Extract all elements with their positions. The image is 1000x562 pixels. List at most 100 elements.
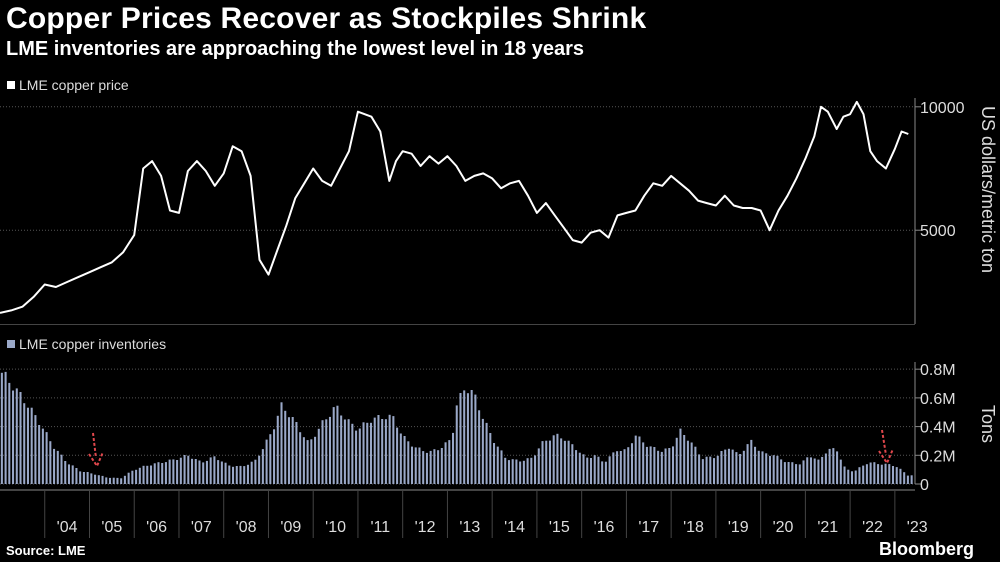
- inventory-bar: [355, 430, 358, 484]
- inventory-bar: [724, 449, 727, 484]
- inventory-bar: [899, 468, 902, 484]
- inventory-bar: [191, 458, 194, 484]
- price-tick-label: 5000: [920, 223, 956, 240]
- inventory-bar: [534, 455, 537, 484]
- inventory-bar: [877, 464, 880, 484]
- inventory-bar: [575, 450, 578, 484]
- inventory-bar: [295, 422, 298, 484]
- inventory-bar: [217, 460, 220, 484]
- price-y-axis: 5000 10000: [914, 98, 965, 324]
- inventory-bar: [750, 439, 753, 484]
- x-tick-label: '21: [817, 519, 838, 536]
- inventory-bar: [306, 440, 309, 484]
- arrow-2023-shaft: [881, 429, 887, 456]
- inventory-bar: [351, 423, 354, 484]
- inventory-bar: [205, 460, 208, 484]
- inventory-bar: [157, 462, 160, 484]
- x-tick-label: '17: [638, 519, 659, 536]
- inventory-bar: [250, 461, 253, 484]
- inventory-bar: [821, 456, 824, 484]
- inventory-bar: [433, 449, 436, 484]
- inventory-bar: [772, 455, 775, 484]
- inventory-bar: [116, 477, 119, 484]
- inventory-bar: [332, 407, 335, 484]
- inventory-bar: [23, 403, 26, 484]
- inventory-bar: [422, 451, 425, 484]
- inventory-bar: [530, 457, 533, 484]
- inventory-bar: [79, 471, 82, 484]
- inventory-bar: [731, 449, 734, 484]
- legend-inventories-swatch: [7, 340, 15, 348]
- inventory-bar: [746, 444, 749, 484]
- inventory-bar: [153, 463, 156, 484]
- legend-inventories-label: LME copper inventories: [19, 336, 167, 352]
- chart-subtitle: LME inventories are approaching the lowe…: [6, 38, 584, 60]
- inventory-bar: [783, 462, 786, 484]
- inventory-bar: [75, 468, 78, 484]
- inventory-bar: [683, 435, 686, 484]
- source-note: Source: LME: [6, 543, 86, 558]
- inventory-bar: [299, 432, 302, 484]
- inventory-bar: [485, 422, 488, 484]
- legend-price-swatch: [7, 81, 15, 89]
- inventory-bar: [243, 466, 246, 484]
- inventory-bar: [466, 393, 469, 484]
- inventory-bar: [149, 465, 153, 484]
- inventory-bar: [813, 458, 816, 484]
- x-tick-label: '08: [236, 519, 257, 536]
- x-tick-label: '14: [504, 519, 525, 536]
- inventory-bar: [362, 422, 365, 484]
- inventory-bar: [865, 464, 868, 484]
- x-axis: '04 '05 '06 '07 '08 '09 '10 '11 '12 '13 '14 '15 '16 '…: [0, 489, 928, 538]
- inventory-bar: [444, 442, 447, 484]
- inventory-bar: [228, 465, 231, 484]
- inventory-bar: [30, 407, 33, 484]
- inventory-bar: [146, 465, 149, 484]
- arrow-2023: [878, 429, 894, 466]
- inventory-bar: [19, 392, 22, 484]
- inventory-bar: [884, 463, 887, 484]
- inventory-bar: [254, 459, 257, 484]
- inventory-bar: [481, 418, 484, 484]
- price-line-series: [0, 100, 909, 314]
- inventory-bar: [839, 459, 842, 484]
- inventory-bar: [366, 422, 369, 484]
- inventory-bar: [873, 462, 876, 484]
- inventory-bar: [291, 417, 294, 484]
- inventory-bar: [45, 432, 48, 484]
- x-tick-label: '22: [862, 519, 883, 536]
- inventory-bar: [56, 450, 59, 484]
- inventory-bar: [847, 469, 850, 484]
- inventory-bar: [765, 453, 768, 484]
- inventory-bar: [284, 410, 287, 484]
- inventory-bar: [90, 473, 93, 484]
- inventory-bar: [850, 471, 854, 484]
- inventory-bar: [582, 454, 585, 484]
- inventory-bar: [713, 458, 716, 484]
- inventory-bar: [694, 446, 697, 484]
- x-tick-label: '04: [57, 519, 78, 536]
- inventory-bar: [463, 390, 466, 484]
- inventory-bar: [302, 437, 305, 484]
- inventory-bar: [384, 419, 387, 484]
- inventory-bar: [720, 451, 723, 484]
- inventory-bar: [705, 456, 708, 484]
- inventory-bar: [377, 415, 380, 484]
- inventory-bar: [623, 449, 626, 484]
- inventory-bar: [232, 466, 235, 484]
- inventory-bar: [910, 475, 913, 484]
- inventory-bar: [645, 446, 648, 484]
- x-tick-label: '11: [370, 519, 390, 536]
- inventory-bar: [161, 463, 164, 484]
- inventory-bar: [735, 452, 738, 484]
- inventory-bar: [440, 448, 443, 484]
- inventory-bar: [612, 452, 615, 484]
- inventory-bar: [522, 460, 525, 484]
- inventory-bar: [664, 448, 667, 484]
- inventory-bar: [82, 472, 85, 484]
- inventory-bar: [556, 433, 559, 484]
- inventory-bar: [709, 456, 712, 484]
- inventory-bar: [437, 450, 440, 484]
- inventory-bar: [0, 372, 3, 484]
- inventory-bar: [183, 455, 186, 484]
